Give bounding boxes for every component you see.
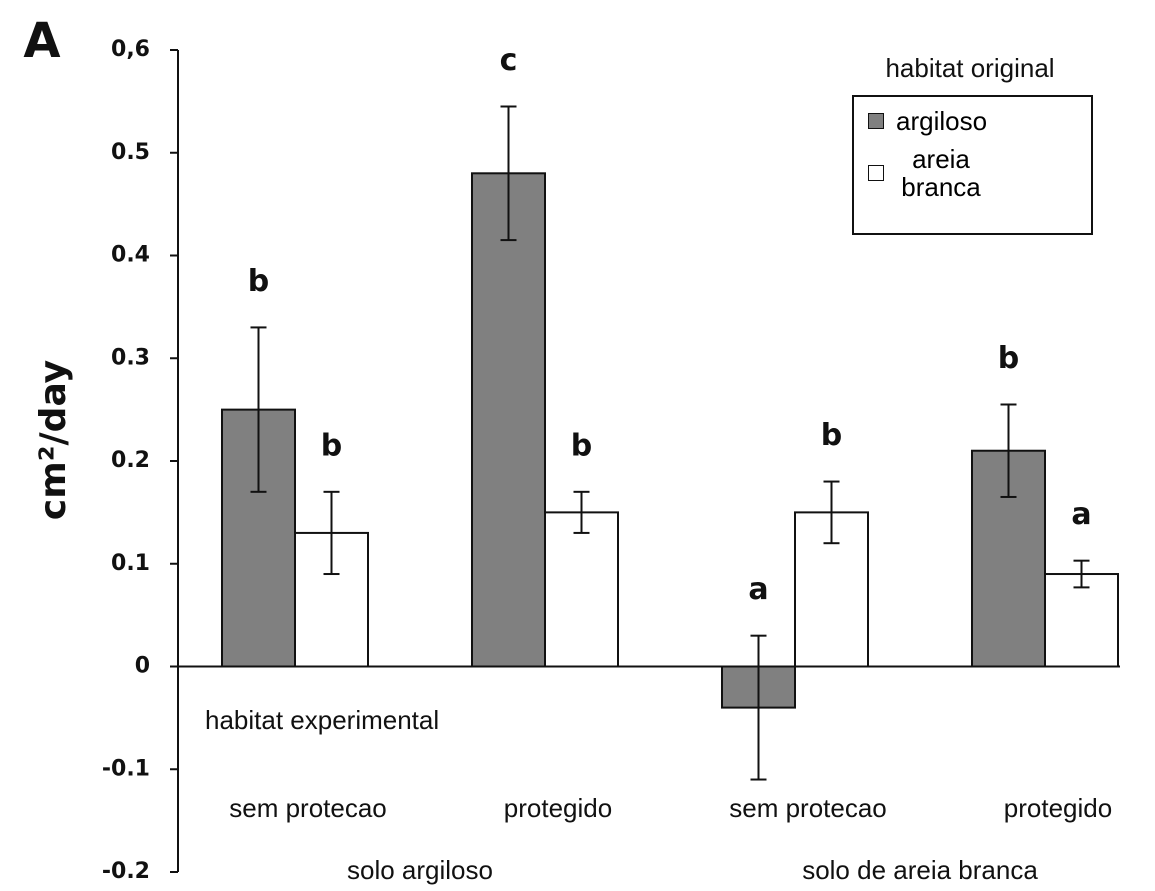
annotation: habitat experimental <box>205 705 439 735</box>
bar <box>471 172 546 668</box>
significance-letter: b <box>998 341 1019 376</box>
significance-letter: a <box>1071 497 1091 532</box>
y-tick-label: 0.3 <box>111 345 150 370</box>
group-label: solo de areia branca <box>802 855 1038 885</box>
x-tick-label: protegido <box>504 793 612 823</box>
x-tick-label: protegido <box>1004 793 1112 823</box>
significance-letter: a <box>748 572 768 607</box>
y-tick-label: 0.1 <box>111 551 150 576</box>
y-tick-label: 0,6 <box>111 37 150 62</box>
y-tick-label: -0.2 <box>102 859 150 884</box>
y-tick-label: 0.2 <box>111 448 150 473</box>
y-tick-label: 0 <box>135 654 150 679</box>
y-tick-label: 0.4 <box>111 243 150 268</box>
y-axis-label: cm²/day <box>33 360 74 520</box>
y-tick-label: -0.1 <box>102 756 150 781</box>
bar <box>1044 573 1119 668</box>
x-tick-label: sem protecao <box>729 793 887 823</box>
legend-swatch <box>868 113 884 129</box>
panel-label: A <box>23 13 60 69</box>
legend-title: habitat original <box>885 53 1054 83</box>
significance-letter: b <box>321 428 342 463</box>
y-tick-label: 0.5 <box>111 140 150 165</box>
significance-letter: c <box>500 43 518 78</box>
significance-letter: b <box>248 264 269 299</box>
legend-entry: argiloso <box>868 107 1091 135</box>
group-label: solo argiloso <box>347 855 493 885</box>
legend-label: areia branca <box>901 144 981 202</box>
legend: argiloso areia branca <box>852 95 1093 235</box>
x-tick-label: sem protecao <box>229 793 387 823</box>
legend-entry: areia branca <box>868 145 1091 201</box>
significance-letter: b <box>571 428 592 463</box>
legend-label: argiloso <box>896 106 988 136</box>
bar <box>544 511 619 668</box>
significance-letter: b <box>821 418 842 453</box>
legend-swatch <box>868 165 884 181</box>
